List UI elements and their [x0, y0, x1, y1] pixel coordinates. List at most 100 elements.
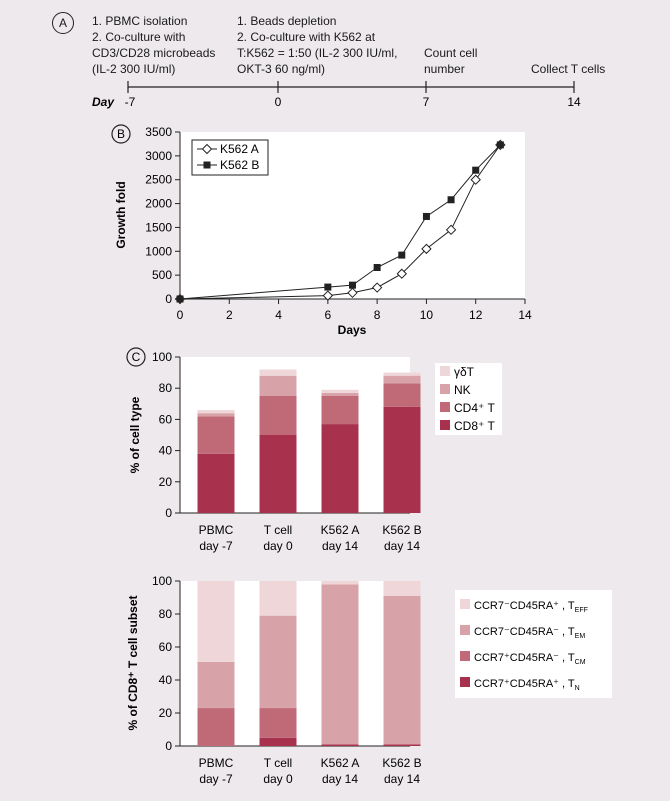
- cd8-subset-legend-label: CCR7⁻CD45RA⁻ , TEM: [474, 626, 585, 640]
- cell-type-bar-segment: [197, 416, 235, 454]
- growth-point-diamond: [396, 268, 407, 279]
- growth-y-tick-label: 0: [165, 292, 172, 306]
- cd8-subset-category-label: K562 B: [382, 756, 421, 770]
- cd8-subset-y-tick-label: 100: [152, 574, 172, 588]
- timeline-step-3: Count cell number: [424, 45, 477, 77]
- cd8-subset-category-label: day 0: [263, 772, 293, 786]
- growth-point-square: [398, 251, 406, 259]
- timeline-tick-label: -7: [125, 95, 136, 109]
- cell-type-y-label: % of cell type: [128, 396, 142, 473]
- growth-legend-label: K562 B: [220, 158, 259, 172]
- cell-type-y-tick-label: 80: [159, 381, 173, 395]
- cd8-subset-y-tick-label: 60: [159, 640, 173, 654]
- cell-type-category-label: day 14: [322, 539, 358, 553]
- cell-type-bar-segment: [321, 392, 359, 396]
- growth-x-tick-label: 12: [469, 308, 483, 322]
- timeline-day-label: Day: [92, 95, 115, 109]
- growth-legend-diamond-marker: [201, 143, 213, 155]
- growth-y-tick-label: 2000: [145, 197, 172, 211]
- growth-point-diamond: [421, 243, 432, 255]
- cd8-subset-category-label: day -7: [199, 772, 233, 786]
- cell-type-legend-label: γδT: [454, 365, 475, 379]
- cd8-subset-bar-segment: [321, 581, 359, 585]
- cell-type-y-tick-label: 60: [159, 412, 173, 426]
- growth-x-tick-label: 4: [275, 308, 282, 322]
- cell-type-bar-segment: [383, 383, 421, 407]
- cell-type-y-tick-label: 0: [165, 506, 172, 520]
- growth-x-tick-label: 2: [226, 308, 233, 322]
- timeline-step-3-line: Count cell: [424, 46, 478, 60]
- cell-type-legend-swatch: [440, 366, 450, 376]
- cd8-subset-y-label: % of CD8⁺ T cell subset: [126, 595, 140, 730]
- cd8-subset-legend-swatch: [460, 625, 470, 635]
- cell-type-legend-swatch: [440, 402, 450, 412]
- timeline-tick-label: 0: [275, 95, 282, 109]
- cd8-subset-bar-segment: [197, 708, 235, 746]
- panel-label-c-circle: [126, 347, 146, 367]
- cd8-subset-y-tick-label: 40: [159, 673, 173, 687]
- timeline-step-2-line: OKT-3 60 ng/ml): [237, 62, 326, 76]
- cell-type-bar-segment: [383, 406, 421, 513]
- cell-type-bar-segment: [321, 396, 359, 425]
- cd8-subset-y-tick-label: 0: [165, 739, 172, 753]
- cell-type-y-tick-label: 40: [159, 444, 173, 458]
- cd8-subset-bar-segment: [383, 581, 421, 596]
- cell-type-bar-segment: [197, 453, 235, 513]
- timeline-tick-label: 14: [567, 95, 581, 109]
- cd8-subset-legend-label: CCR7⁺CD45RA⁻ , TCM: [474, 652, 586, 666]
- growth-y-tick-label: 1500: [145, 220, 172, 234]
- cd8-subset-bar-segment: [197, 661, 235, 709]
- growth-x-tick-label: 0: [177, 308, 184, 322]
- growth-point-square: [472, 166, 480, 174]
- cell-type-legend-swatch: [440, 384, 450, 394]
- cd8-subset-legend-label: CCR7⁺CD45RA⁺ , TN: [474, 678, 580, 692]
- timeline-step-2: 1. Beads depletion 2. Co-culture with K5…: [237, 13, 397, 77]
- cell-type-bar-segment: [197, 413, 235, 417]
- timeline-step-1-line: 1. PBMC isolation: [92, 14, 188, 28]
- growth-point-square: [373, 264, 381, 272]
- growth-point-diamond: [371, 282, 383, 293]
- growth-x-tick-label: 14: [518, 308, 532, 322]
- timeline-step-1-line: CD3/CD28 microbeads: [92, 46, 216, 60]
- growth-legend-square-marker: [203, 161, 211, 169]
- growth-legend-label: K562 A: [220, 142, 259, 156]
- timeline-tick-label: 7: [423, 95, 430, 109]
- growth-y-tick-label: 500: [152, 268, 172, 282]
- cd8-subset-y-tick-label: 80: [159, 607, 173, 621]
- cell-type-category-label: K562 A: [321, 523, 360, 537]
- cd8-subset-bar-segment: [259, 581, 297, 616]
- timeline-step-1: 1. PBMC isolation 2. Co-culture with CD3…: [92, 13, 215, 77]
- cell-type-category-label: day 0: [263, 539, 293, 553]
- cd8-subset-legend-box: [455, 590, 612, 698]
- growth-y-tick-label: 2500: [145, 173, 172, 187]
- cell-type-legend-label: NK: [454, 383, 471, 397]
- cell-type-bar-segment: [321, 424, 359, 513]
- growth-y-tick-label: 3500: [145, 125, 172, 139]
- cd8-subset-bar-segment: [383, 595, 421, 745]
- cell-type-bar-segment: [259, 435, 297, 513]
- growth-point-square: [324, 283, 332, 291]
- panel-label-c: C: [132, 350, 141, 364]
- panel-label-a: A: [52, 12, 74, 34]
- cell-type-y-tick-label: 100: [152, 350, 172, 364]
- cd8-subset-bar-segment: [259, 737, 297, 746]
- cell-type-legend-label: CD4⁺ T: [454, 401, 495, 415]
- cell-type-category-label: day -7: [199, 539, 233, 553]
- cell-type-category-label: K562 B: [382, 523, 421, 537]
- cd8-subset-category-label: PBMC: [199, 756, 234, 770]
- timeline-step-1-line: (IL-2 300 IU/ml): [92, 62, 176, 76]
- cell-type-bar-segment: [259, 375, 297, 396]
- cd8-subset-bar-segment: [259, 615, 297, 709]
- growth-point-square: [422, 212, 430, 220]
- cd8-subset-category-label: T cell: [264, 756, 292, 770]
- cell-type-legend-swatch: [440, 420, 450, 430]
- timeline-step-2-line: 1. Beads depletion: [237, 14, 337, 28]
- timeline-step-2-line: T:K562 = 1:50 (IL-2 300 IU/ml,: [237, 46, 398, 60]
- timeline-step-2-line: 2. Co-culture with K562 at: [237, 30, 376, 44]
- growth-y-tick-label: 3000: [145, 149, 172, 163]
- cell-type-bar-segment: [259, 396, 297, 435]
- cd8-subset-bar-segment: [259, 708, 297, 738]
